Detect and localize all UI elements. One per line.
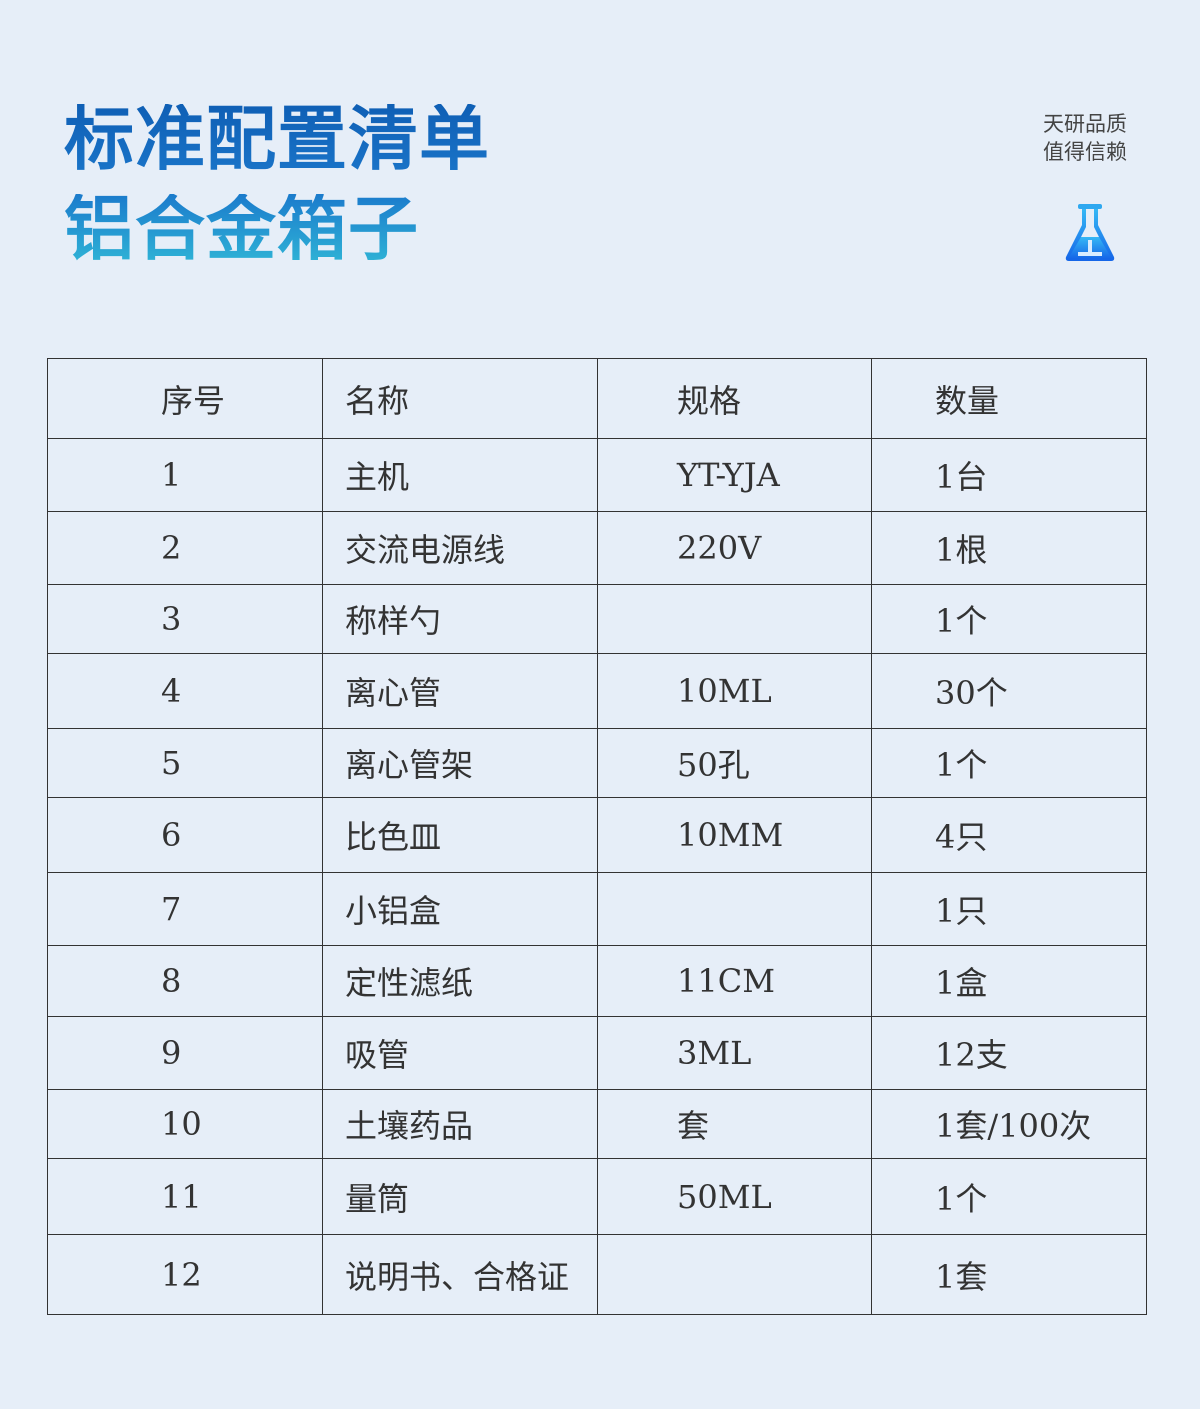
cell-quantity: 1只	[871, 872, 1147, 946]
cell-name: 土壤药品	[322, 1089, 598, 1159]
cell-index: 4	[47, 653, 323, 729]
cell-spec: 套	[597, 1089, 872, 1159]
table-row: 8 定性滤纸 11CM 1盒	[47, 945, 1147, 1017]
cell-index: 12	[47, 1234, 323, 1315]
cell-spec: 10ML	[597, 653, 872, 729]
cell-spec	[597, 1234, 872, 1315]
header-index: 序号	[47, 358, 323, 439]
cell-index: 2	[47, 511, 323, 585]
cell-name: 比色皿	[322, 797, 598, 873]
cell-spec: 50ML	[597, 1158, 872, 1235]
cell-name: 说明书、合格证	[322, 1234, 598, 1315]
cell-quantity: 1个	[871, 584, 1147, 654]
header-name: 名称	[322, 358, 598, 439]
cell-index: 7	[47, 872, 323, 946]
slogan-line-2: 值得信赖	[1043, 140, 1127, 164]
cell-name: 离心管架	[322, 728, 598, 798]
table-row: 11 量筒 50ML 1个	[47, 1158, 1147, 1235]
cell-name: 交流电源线	[322, 511, 598, 585]
cell-spec: YT-YJA	[597, 438, 872, 512]
header-spec: 规格	[597, 358, 872, 439]
cell-index: 6	[47, 797, 323, 873]
table-row: 12 说明书、合格证 1套	[47, 1234, 1147, 1315]
cell-index: 5	[47, 728, 323, 798]
cell-spec	[597, 872, 872, 946]
page-title: 标准配置清单	[64, 97, 490, 180]
cell-name: 小铝盒	[322, 872, 598, 946]
cell-index: 3	[47, 584, 323, 654]
cell-index: 9	[47, 1016, 323, 1090]
page-subtitle: 铝合金箱子	[64, 187, 419, 270]
config-table: 序号 名称 规格 数量 1 主机 YT-YJA 1台 2 交流电源线 220V 1根 3 称样勺 1…	[47, 358, 1147, 1315]
cell-spec: 3ML	[597, 1016, 872, 1090]
cell-index: 11	[47, 1158, 323, 1235]
cell-name: 离心管	[322, 653, 598, 729]
cell-quantity: 4只	[871, 797, 1147, 873]
slogan-line-1: 天研品质	[1043, 112, 1127, 136]
table-row: 7 小铝盒 1只	[47, 872, 1147, 946]
cell-index: 1	[47, 438, 323, 512]
table-row: 6 比色皿 10MM 4只	[47, 797, 1147, 873]
table-row: 1 主机 YT-YJA 1台	[47, 438, 1147, 512]
cell-spec: 220V	[597, 511, 872, 585]
table-row: 9 吸管 3ML 12支	[47, 1016, 1147, 1090]
cell-quantity: 1个	[871, 1158, 1147, 1235]
cell-quantity: 1个	[871, 728, 1147, 798]
table-row: 5 离心管架 50孔 1个	[47, 728, 1147, 798]
table-row: 3 称样勺 1个	[47, 584, 1147, 654]
cell-name: 量筒	[322, 1158, 598, 1235]
table-row: 10 土壤药品套 1套/100次	[47, 1089, 1147, 1159]
cell-quantity: 30个	[871, 653, 1147, 729]
cell-name: 定性滤纸	[322, 945, 598, 1017]
header-quantity: 数量	[871, 358, 1147, 439]
cell-name: 主机	[322, 438, 598, 512]
cell-spec: 50孔	[597, 728, 872, 798]
cell-quantity: 12支	[871, 1016, 1147, 1090]
cell-spec: 10MM	[597, 797, 872, 873]
cell-index: 8	[47, 945, 323, 1017]
cell-quantity: 1台	[871, 438, 1147, 512]
cell-index: 10	[47, 1089, 323, 1159]
cell-quantity: 1根	[871, 511, 1147, 585]
table-row: 2 交流电源线 220V 1根	[47, 511, 1147, 585]
table-header-row: 序号 名称 规格 数量	[47, 358, 1147, 439]
flask-icon	[1065, 204, 1115, 261]
cell-quantity: 1套	[871, 1234, 1147, 1315]
cell-name: 称样勺	[322, 584, 598, 654]
cell-spec: 11CM	[597, 945, 872, 1017]
table-row: 4 离心管 10ML 30个	[47, 653, 1147, 729]
cell-quantity: 1盒	[871, 945, 1147, 1017]
cell-name: 吸管	[322, 1016, 598, 1090]
cell-quantity: 1套/100次	[871, 1089, 1147, 1159]
cell-spec	[597, 584, 872, 654]
